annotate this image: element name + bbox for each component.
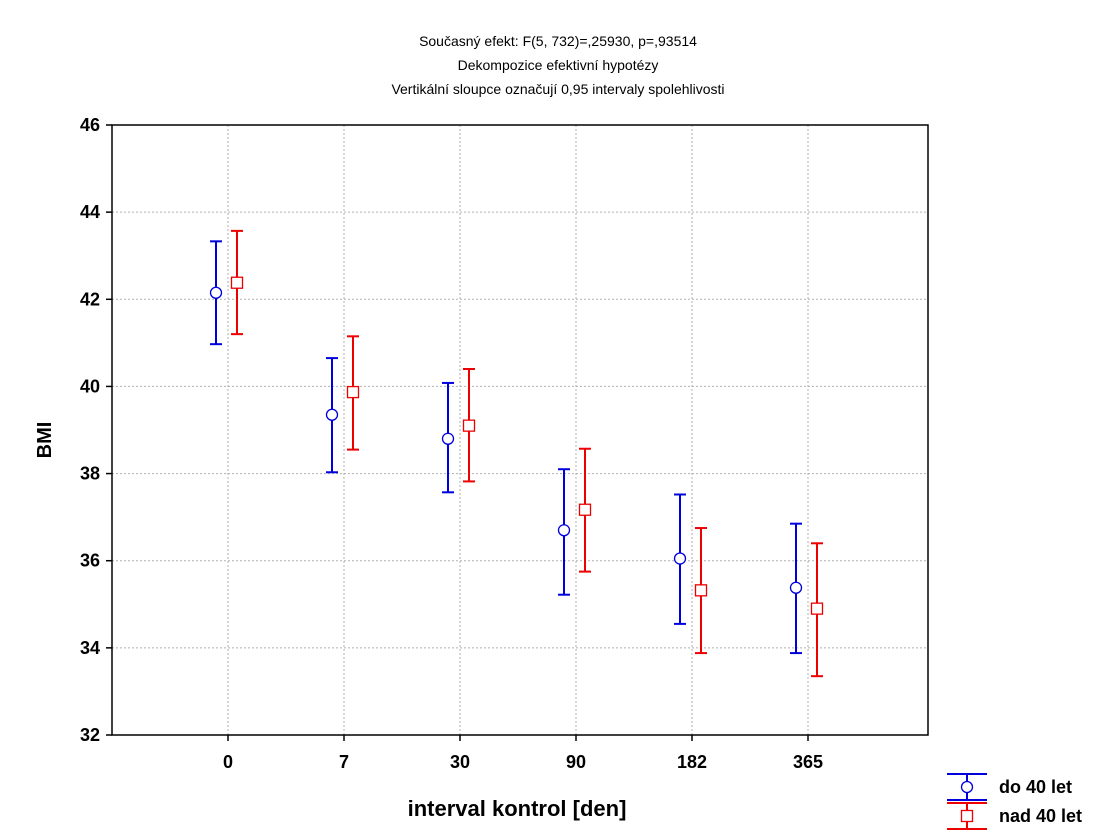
data-point: [230, 276, 244, 289]
data-point: [578, 503, 592, 516]
series-do-40-let: [209, 240, 803, 655]
plot-area-frame: [111, 124, 929, 736]
data-point: [325, 408, 339, 421]
series-nad-40-let: [230, 229, 824, 678]
data-marks: [209, 229, 824, 678]
legend-symbol-do-40-let: [947, 773, 987, 801]
y-tick-label: 38: [80, 464, 100, 484]
data-point: [209, 286, 223, 299]
y-tick-label: 42: [80, 289, 100, 309]
data-point: [346, 385, 360, 399]
x-tick-label: 90: [566, 752, 586, 772]
gridlines: [112, 125, 928, 735]
data-point: [462, 419, 476, 432]
legend-marker: [960, 809, 974, 823]
y-tick-label: 36: [80, 551, 100, 571]
data-point: [694, 584, 708, 597]
x-axis-ticks: 0 7 30 90 182 365: [223, 735, 823, 772]
legend-marker: [960, 780, 974, 794]
y-tick-label: 46: [80, 115, 100, 135]
y-axis-ticks: 32 34 36 38 40 42 44 46: [80, 115, 112, 745]
x-axis-label: interval kontrol [den]: [408, 796, 627, 821]
data-point: [441, 432, 455, 445]
data-point: [557, 524, 571, 537]
y-tick-label: 34: [80, 638, 100, 658]
x-tick-label: 0: [223, 752, 233, 772]
legend-label-do-40-let: do 40 let: [999, 777, 1072, 797]
x-tick-label: 365: [793, 752, 823, 772]
data-point: [673, 552, 687, 565]
chart-title-line-1: Současný efekt: F(5, 732)=,25930, p=,935…: [419, 33, 697, 49]
data-point: [810, 602, 824, 615]
legend-symbol-nad-40-let: [947, 802, 987, 830]
y-tick-label: 32: [80, 725, 100, 745]
legend: do 40 let nad 40 let: [947, 773, 1082, 830]
x-tick-label: 7: [339, 752, 349, 772]
y-tick-label: 44: [80, 202, 100, 222]
chart-title-line-2: Dekompozice efektivní hypotézy: [458, 57, 659, 73]
y-tick-label: 40: [80, 376, 100, 396]
chart-title-line-3: Vertikální sloupce označují 0,95 interva…: [391, 81, 724, 97]
legend-label-nad-40-let: nad 40 let: [999, 806, 1082, 826]
x-tick-label: 30: [450, 752, 470, 772]
data-point: [789, 581, 803, 594]
y-axis-label: BMI: [34, 422, 56, 459]
x-tick-label: 182: [677, 752, 707, 772]
